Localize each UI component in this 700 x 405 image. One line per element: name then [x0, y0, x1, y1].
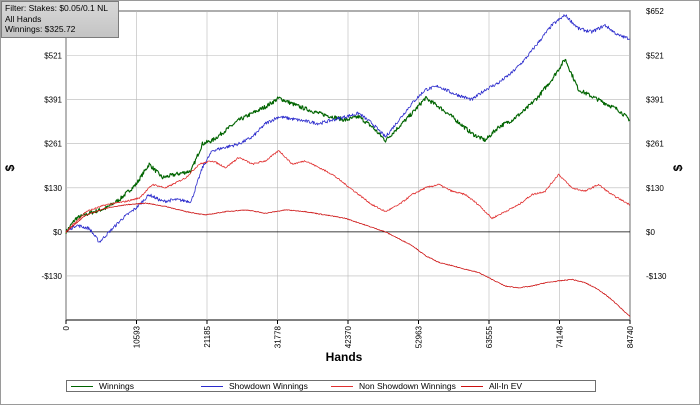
- legend-label-all-in-ev: All-In EV: [489, 381, 523, 391]
- x-tick-label: 31778: [274, 325, 283, 348]
- y-tick-label-right: -$130: [646, 272, 667, 281]
- x-tick-label: 0: [62, 325, 71, 330]
- y-tick-label-right: $652: [646, 7, 664, 16]
- filter-info-box: Filter: Stakes: $0.05/0.1 NL All Hands W…: [1, 1, 119, 38]
- filter-hands-text: All Hands: [5, 13, 42, 24]
- filter-winnings-text: Winnings: $325.72: [5, 24, 76, 34]
- y-tick-label-right: $391: [646, 95, 664, 104]
- x-tick-label: 42370: [344, 325, 353, 348]
- y-tick-label-right: $261: [646, 139, 664, 148]
- y-axis-title-right: $: [671, 164, 685, 171]
- legend-swatch-winnings: [71, 386, 93, 387]
- y-tick-label-left: $391: [44, 95, 62, 104]
- legend-label-winnings: Winnings: [99, 381, 134, 391]
- series-line-winnings: [65, 58, 630, 234]
- grid-layer: [65, 10, 631, 321]
- x-tick-label: 21185: [203, 325, 212, 347]
- y-tick-label-right: $521: [646, 51, 664, 60]
- series-line-non-showdown-winnings: [65, 150, 631, 233]
- x-tick-label: 74148: [556, 325, 565, 348]
- y-tick-label-left: $521: [44, 51, 62, 60]
- y-tick-label-left: $0: [53, 228, 62, 237]
- x-axis-title: Hands: [326, 350, 363, 364]
- legend-swatch-non-showdown-winnings: [331, 386, 353, 387]
- x-tick-label: 84740: [626, 325, 635, 348]
- y-tick-label-right: $0: [646, 228, 655, 237]
- series-line-all-in-ev: [65, 202, 631, 317]
- legend-label-non-showdown-winnings: Non Showdown Winnings: [359, 381, 456, 391]
- legend-swatch-all-in-ev: [461, 386, 483, 387]
- y-tick-label-left: -$130: [42, 272, 63, 281]
- x-tick-label: 10593: [133, 325, 142, 348]
- legend-swatch-showdown-winnings: [201, 386, 223, 387]
- x-tick-label: 52963: [415, 325, 424, 348]
- y-axis-title-left: $: [3, 164, 17, 171]
- series-line-showdown-winnings: [65, 14, 631, 243]
- legend-label-showdown-winnings: Showdown Winnings: [229, 381, 308, 391]
- filter-stakes-text: Filter: Stakes: $0.05/0.1 NL: [5, 3, 108, 13]
- y-tick-label-left: $261: [44, 139, 62, 148]
- chart-legend: Winnings Showdown Winnings Non Showdown …: [66, 380, 596, 392]
- x-tick-label: 63555: [485, 325, 494, 348]
- y-tick-label-right: $130: [646, 184, 664, 193]
- series-layer: [65, 14, 631, 317]
- y-tick-label-left: $130: [44, 184, 62, 193]
- axis-layer: 0 10593 21185 31778 42370 52963 63555 74148 8474…: [42, 7, 667, 348]
